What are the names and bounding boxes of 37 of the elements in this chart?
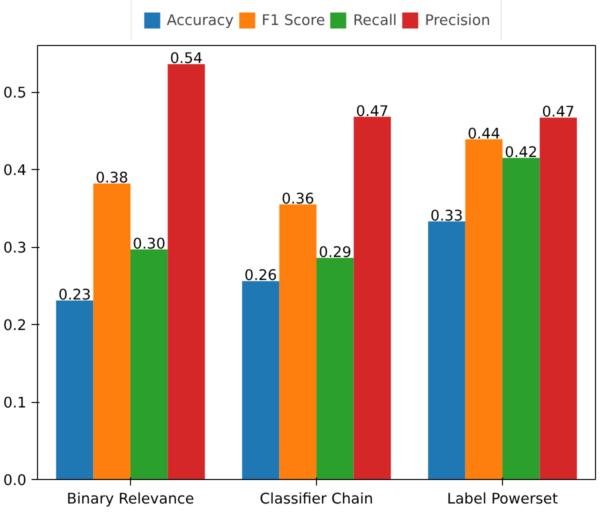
data-label: 0.26 xyxy=(244,267,278,284)
data-label: 0.47 xyxy=(542,104,575,121)
legend-label: F1 Score xyxy=(262,12,326,28)
x-tick-label: Classifier Chain xyxy=(260,490,374,508)
y-tick-label: 0.5 xyxy=(3,84,27,102)
bar xyxy=(502,158,540,480)
bar xyxy=(168,64,205,480)
legend-label: Accuracy xyxy=(166,12,234,28)
y-tick-label: 0.2 xyxy=(3,317,27,334)
y-tick-label: 0.0 xyxy=(3,472,27,489)
bar xyxy=(316,258,354,480)
data-label: 0.47 xyxy=(356,102,389,120)
data-label: 0.36 xyxy=(282,190,314,208)
x-tick-label: Binary Relevance xyxy=(66,490,194,508)
data-label: 0.42 xyxy=(504,144,538,161)
data-label: 0.44 xyxy=(468,125,500,142)
bar xyxy=(279,204,316,480)
legend-label: Precision xyxy=(424,12,490,28)
bar xyxy=(56,300,94,480)
data-label: 0.23 xyxy=(58,286,92,304)
data-label: 0.33 xyxy=(430,207,464,224)
bar xyxy=(465,139,502,480)
bar xyxy=(130,249,168,480)
bar xyxy=(354,116,391,480)
data-label: 0.30 xyxy=(132,235,166,252)
y-tick-label: 0.4 xyxy=(3,162,27,179)
data-label: 0.38 xyxy=(96,169,128,186)
bar xyxy=(540,118,577,480)
bar xyxy=(242,281,280,480)
legend-label: Recall xyxy=(353,12,397,28)
y-tick-label: 0.1 xyxy=(3,394,27,412)
x-tick-label: Label Powerset xyxy=(447,490,558,508)
y-tick-label: 0.3 xyxy=(3,240,27,256)
data-label: 0.29 xyxy=(318,244,352,261)
bar xyxy=(93,183,130,480)
bar xyxy=(428,221,466,480)
data-label: 0.54 xyxy=(170,50,203,68)
